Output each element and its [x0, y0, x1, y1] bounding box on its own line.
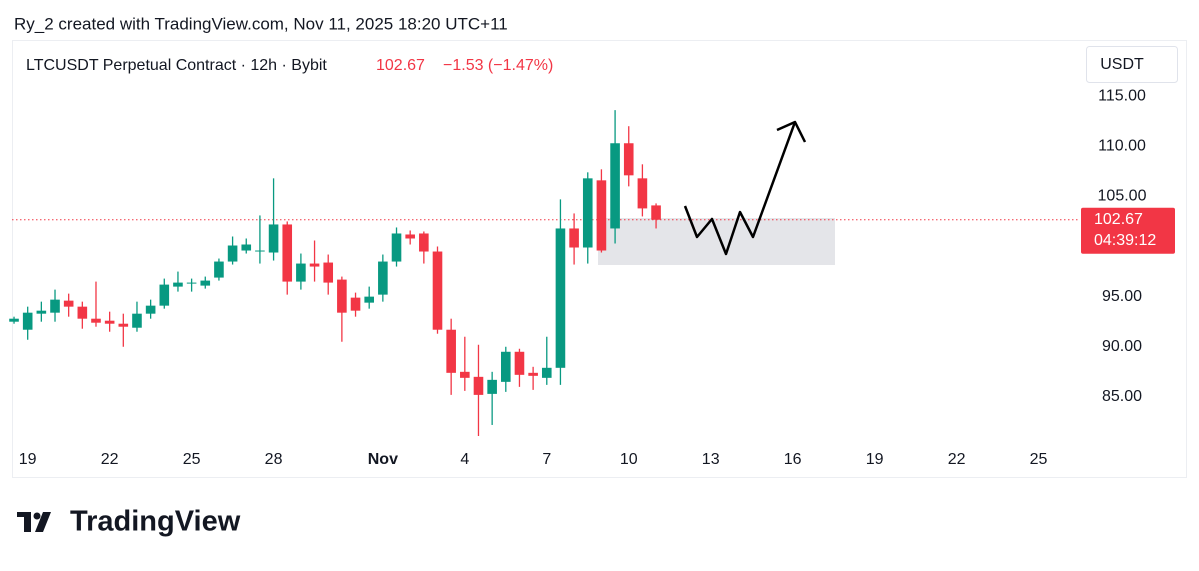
x-tick-label: Nov: [368, 451, 398, 468]
candle-body: [9, 318, 19, 322]
candle-body: [22, 312, 33, 330]
logo-mark: [35, 512, 51, 532]
candle-body: [528, 372, 538, 376]
currency-box: [1086, 46, 1178, 83]
candle-body: [104, 320, 115, 324]
candle-body: [350, 297, 361, 311]
header-change: −1.53 (−1.47%): [443, 57, 553, 74]
y-tick-label: 95.00: [1102, 288, 1142, 305]
candle-body: [378, 261, 388, 295]
x-tick-label: 28: [265, 451, 283, 468]
candle-body: [323, 262, 334, 283]
candle-body: [36, 310, 47, 314]
x-tick-label: 22: [101, 451, 119, 468]
y-tick-label: 115.00: [1098, 87, 1146, 104]
plot: 85.0090.0095.00100.00105.00110.00115.001…: [9, 87, 1147, 468]
candle-body: [241, 244, 252, 251]
candle-body: [555, 228, 566, 368]
y-tick-label: 90.00: [1102, 338, 1142, 355]
candle-body: [63, 300, 74, 307]
candle-body: [651, 205, 661, 220]
candle-body: [173, 282, 183, 287]
x-tick-label: 13: [702, 451, 720, 468]
brand: TradingView: [70, 506, 241, 538]
candle-body: [309, 263, 320, 267]
candle-body: [227, 245, 238, 262]
candle-body: [446, 329, 456, 373]
candle-body: [50, 299, 60, 313]
candle-body: [623, 143, 634, 176]
x-tick-label: 16: [784, 451, 802, 468]
logo: TradingView: [17, 506, 241, 538]
candle-body: [268, 224, 279, 253]
x-tick-label: 19: [866, 451, 884, 468]
x-tick-label: 7: [542, 451, 551, 468]
candle-body: [596, 180, 607, 251]
candle-body: [419, 233, 429, 252]
y-tick-label: 105.00: [1098, 188, 1147, 205]
candle-body: [186, 282, 197, 284]
candle-body: [582, 178, 593, 248]
candle-body: [514, 351, 525, 375]
logo-mark: [33, 512, 41, 520]
x-tick-label: 22: [948, 451, 966, 468]
candle-body: [337, 279, 347, 313]
candle-body: [118, 323, 129, 327]
candle-body: [391, 233, 402, 262]
candle-body: [487, 379, 497, 394]
price-tag-box: [1081, 207, 1175, 254]
candle-body: [473, 376, 484, 395]
forecast-arrowhead: [776, 120, 807, 143]
x-tick-label: 25: [183, 451, 201, 468]
logo-mark: [24, 512, 31, 532]
candle-body: [637, 178, 648, 209]
candle-body: [610, 143, 620, 229]
candle-body: [200, 280, 211, 286]
candle-body: [569, 228, 579, 248]
chart-frame: [12, 40, 1187, 478]
forecast-path: [683, 121, 797, 256]
price-tag-value: 102.67: [1094, 211, 1143, 228]
candle-body: [405, 234, 415, 239]
x-tick-label: 10: [620, 451, 638, 468]
x-tick-label: 19: [19, 451, 37, 468]
candle-body: [132, 313, 142, 328]
candle-body: [500, 351, 511, 382]
candle-body: [91, 318, 101, 323]
candle-body: [77, 306, 88, 319]
candle-body: [541, 367, 552, 378]
support-zone: [598, 218, 835, 265]
candle-body: [282, 224, 293, 282]
x-tick-label: 25: [1030, 451, 1048, 468]
symbol: LTCUSDT Perpetual Contract · 12h · Bybit: [26, 57, 327, 74]
candle-body: [214, 261, 224, 278]
y-tick-label: 110.00: [1098, 137, 1146, 154]
header-price: 102.67: [376, 57, 425, 74]
candle-body: [432, 251, 443, 330]
zone-box: [598, 218, 835, 265]
candle-body: [145, 305, 156, 314]
candle-body: [364, 296, 374, 303]
y-tick-label: 85.00: [1102, 388, 1142, 405]
attribution: Ry_2 created with TradingView.com, Nov 1…: [14, 14, 508, 33]
price-tag: 102.67 04:39:12: [1081, 207, 1175, 254]
x-tick-label: 4: [460, 451, 469, 468]
candle-body: [159, 284, 170, 306]
candle-body: [255, 250, 265, 252]
price-tag-countdown: 04:39:12: [1094, 232, 1156, 249]
currency: USDT: [1100, 56, 1144, 73]
candle-body: [296, 263, 306, 282]
candle-body: [460, 371, 470, 378]
